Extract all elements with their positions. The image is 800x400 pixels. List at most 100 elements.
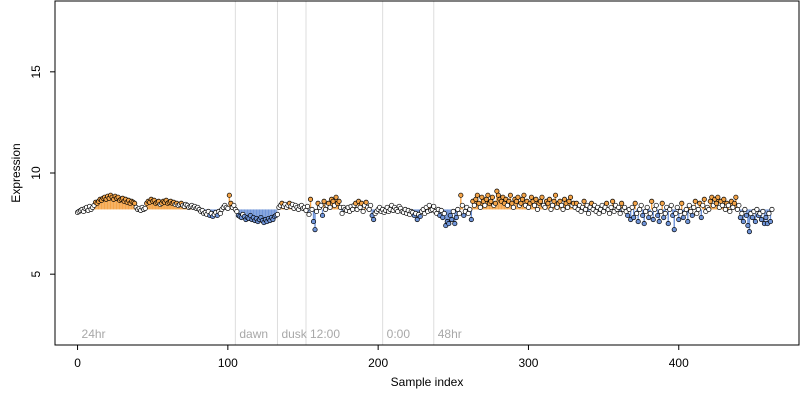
data-point	[482, 202, 488, 208]
data-point	[698, 214, 704, 221]
deviation-bar	[538, 203, 540, 210]
deviation-bar	[132, 202, 134, 210]
data-point	[695, 206, 701, 212]
deviation-bar	[103, 197, 106, 210]
data-point	[650, 216, 656, 223]
deviation-bar	[629, 209, 632, 220]
data-point	[766, 210, 772, 217]
data-point	[533, 196, 539, 202]
data-point	[635, 219, 641, 225]
data-point	[426, 202, 432, 208]
x-tick-label: 100	[218, 356, 238, 370]
deviation-bar	[681, 203, 683, 210]
divider-label: 0:00	[387, 327, 411, 341]
data-point	[727, 208, 733, 214]
data-point	[662, 210, 668, 217]
deviation-bar	[100, 200, 103, 210]
data-point	[746, 229, 752, 235]
data-point	[679, 200, 685, 206]
deviation-bar	[687, 209, 689, 222]
data-point	[721, 196, 727, 202]
data-point	[671, 227, 677, 233]
deviation-bar	[336, 203, 339, 210]
data-point	[468, 216, 474, 223]
deviation-bar	[118, 200, 121, 210]
data-point	[449, 216, 455, 223]
deviation-bar	[171, 203, 173, 210]
deviation-bar	[514, 199, 516, 210]
data-point	[319, 212, 326, 219]
data-point	[552, 192, 559, 198]
deviation-bar	[323, 201, 325, 210]
data-point	[668, 202, 674, 208]
data-point	[677, 208, 683, 214]
deviation-bar	[497, 195, 500, 210]
data-point	[446, 221, 452, 227]
data-point	[725, 202, 731, 208]
data-point	[534, 206, 541, 212]
data-point	[458, 192, 464, 198]
y-axis-title: Expression	[9, 143, 23, 202]
data-point	[368, 202, 374, 208]
deviation-bar	[547, 203, 549, 210]
deviation-bar	[257, 209, 259, 222]
data-point	[656, 219, 662, 225]
data-point	[309, 206, 315, 212]
deviation-bar	[168, 202, 170, 210]
data-point	[142, 205, 148, 211]
deviation-bar	[523, 195, 525, 210]
data-point	[551, 198, 557, 204]
deviation-bar	[112, 199, 115, 210]
deviation-bar	[745, 209, 748, 216]
data-point	[647, 210, 653, 217]
deviation-bar	[99, 199, 101, 210]
x-axis: 0 100 200 300 400	[74, 344, 689, 370]
data-point	[333, 194, 339, 200]
data-point	[452, 221, 458, 227]
deviation-bar	[312, 209, 315, 222]
data-point	[689, 212, 695, 219]
data-point	[586, 210, 592, 217]
deviation-bar	[108, 198, 110, 210]
deviation-bar	[123, 201, 125, 210]
data-point	[685, 219, 691, 225]
data-point	[691, 204, 697, 210]
data-point	[474, 192, 480, 198]
y-axis: 5 10 15	[29, 65, 56, 278]
deviation-bar	[754, 209, 757, 222]
deviation-bar	[321, 209, 324, 216]
deviation-bar	[672, 209, 674, 216]
deviation-bar	[239, 209, 241, 217]
data-point	[431, 203, 437, 209]
deviation-bar	[748, 209, 751, 232]
data-point	[450, 208, 456, 214]
data-point	[634, 210, 640, 217]
deviation-bar	[249, 209, 252, 216]
deviation-bar	[148, 202, 151, 210]
x-tick-label: 200	[368, 356, 388, 370]
data-point	[477, 204, 483, 210]
data-point	[686, 202, 692, 208]
deviation-bar	[673, 209, 675, 230]
data-point	[743, 212, 749, 219]
data-point	[653, 202, 659, 208]
data-point	[629, 204, 635, 210]
divider-label: 24hr	[82, 327, 106, 341]
data-point	[327, 204, 333, 210]
deviation-bar	[96, 203, 98, 210]
deviation-bar	[515, 201, 518, 210]
data-point	[489, 194, 495, 200]
data-point	[363, 199, 369, 205]
data-point	[507, 192, 513, 198]
data-point	[749, 214, 755, 221]
data-point	[456, 210, 462, 217]
data-point	[665, 221, 671, 227]
data-point	[360, 208, 366, 214]
data-point	[742, 206, 748, 212]
data-point	[492, 200, 498, 206]
x-tick-label: 300	[518, 356, 538, 370]
deviation-bar	[255, 209, 258, 219]
deviation-bar	[330, 199, 333, 210]
data-point	[619, 200, 625, 206]
deviation-bar	[267, 209, 270, 219]
